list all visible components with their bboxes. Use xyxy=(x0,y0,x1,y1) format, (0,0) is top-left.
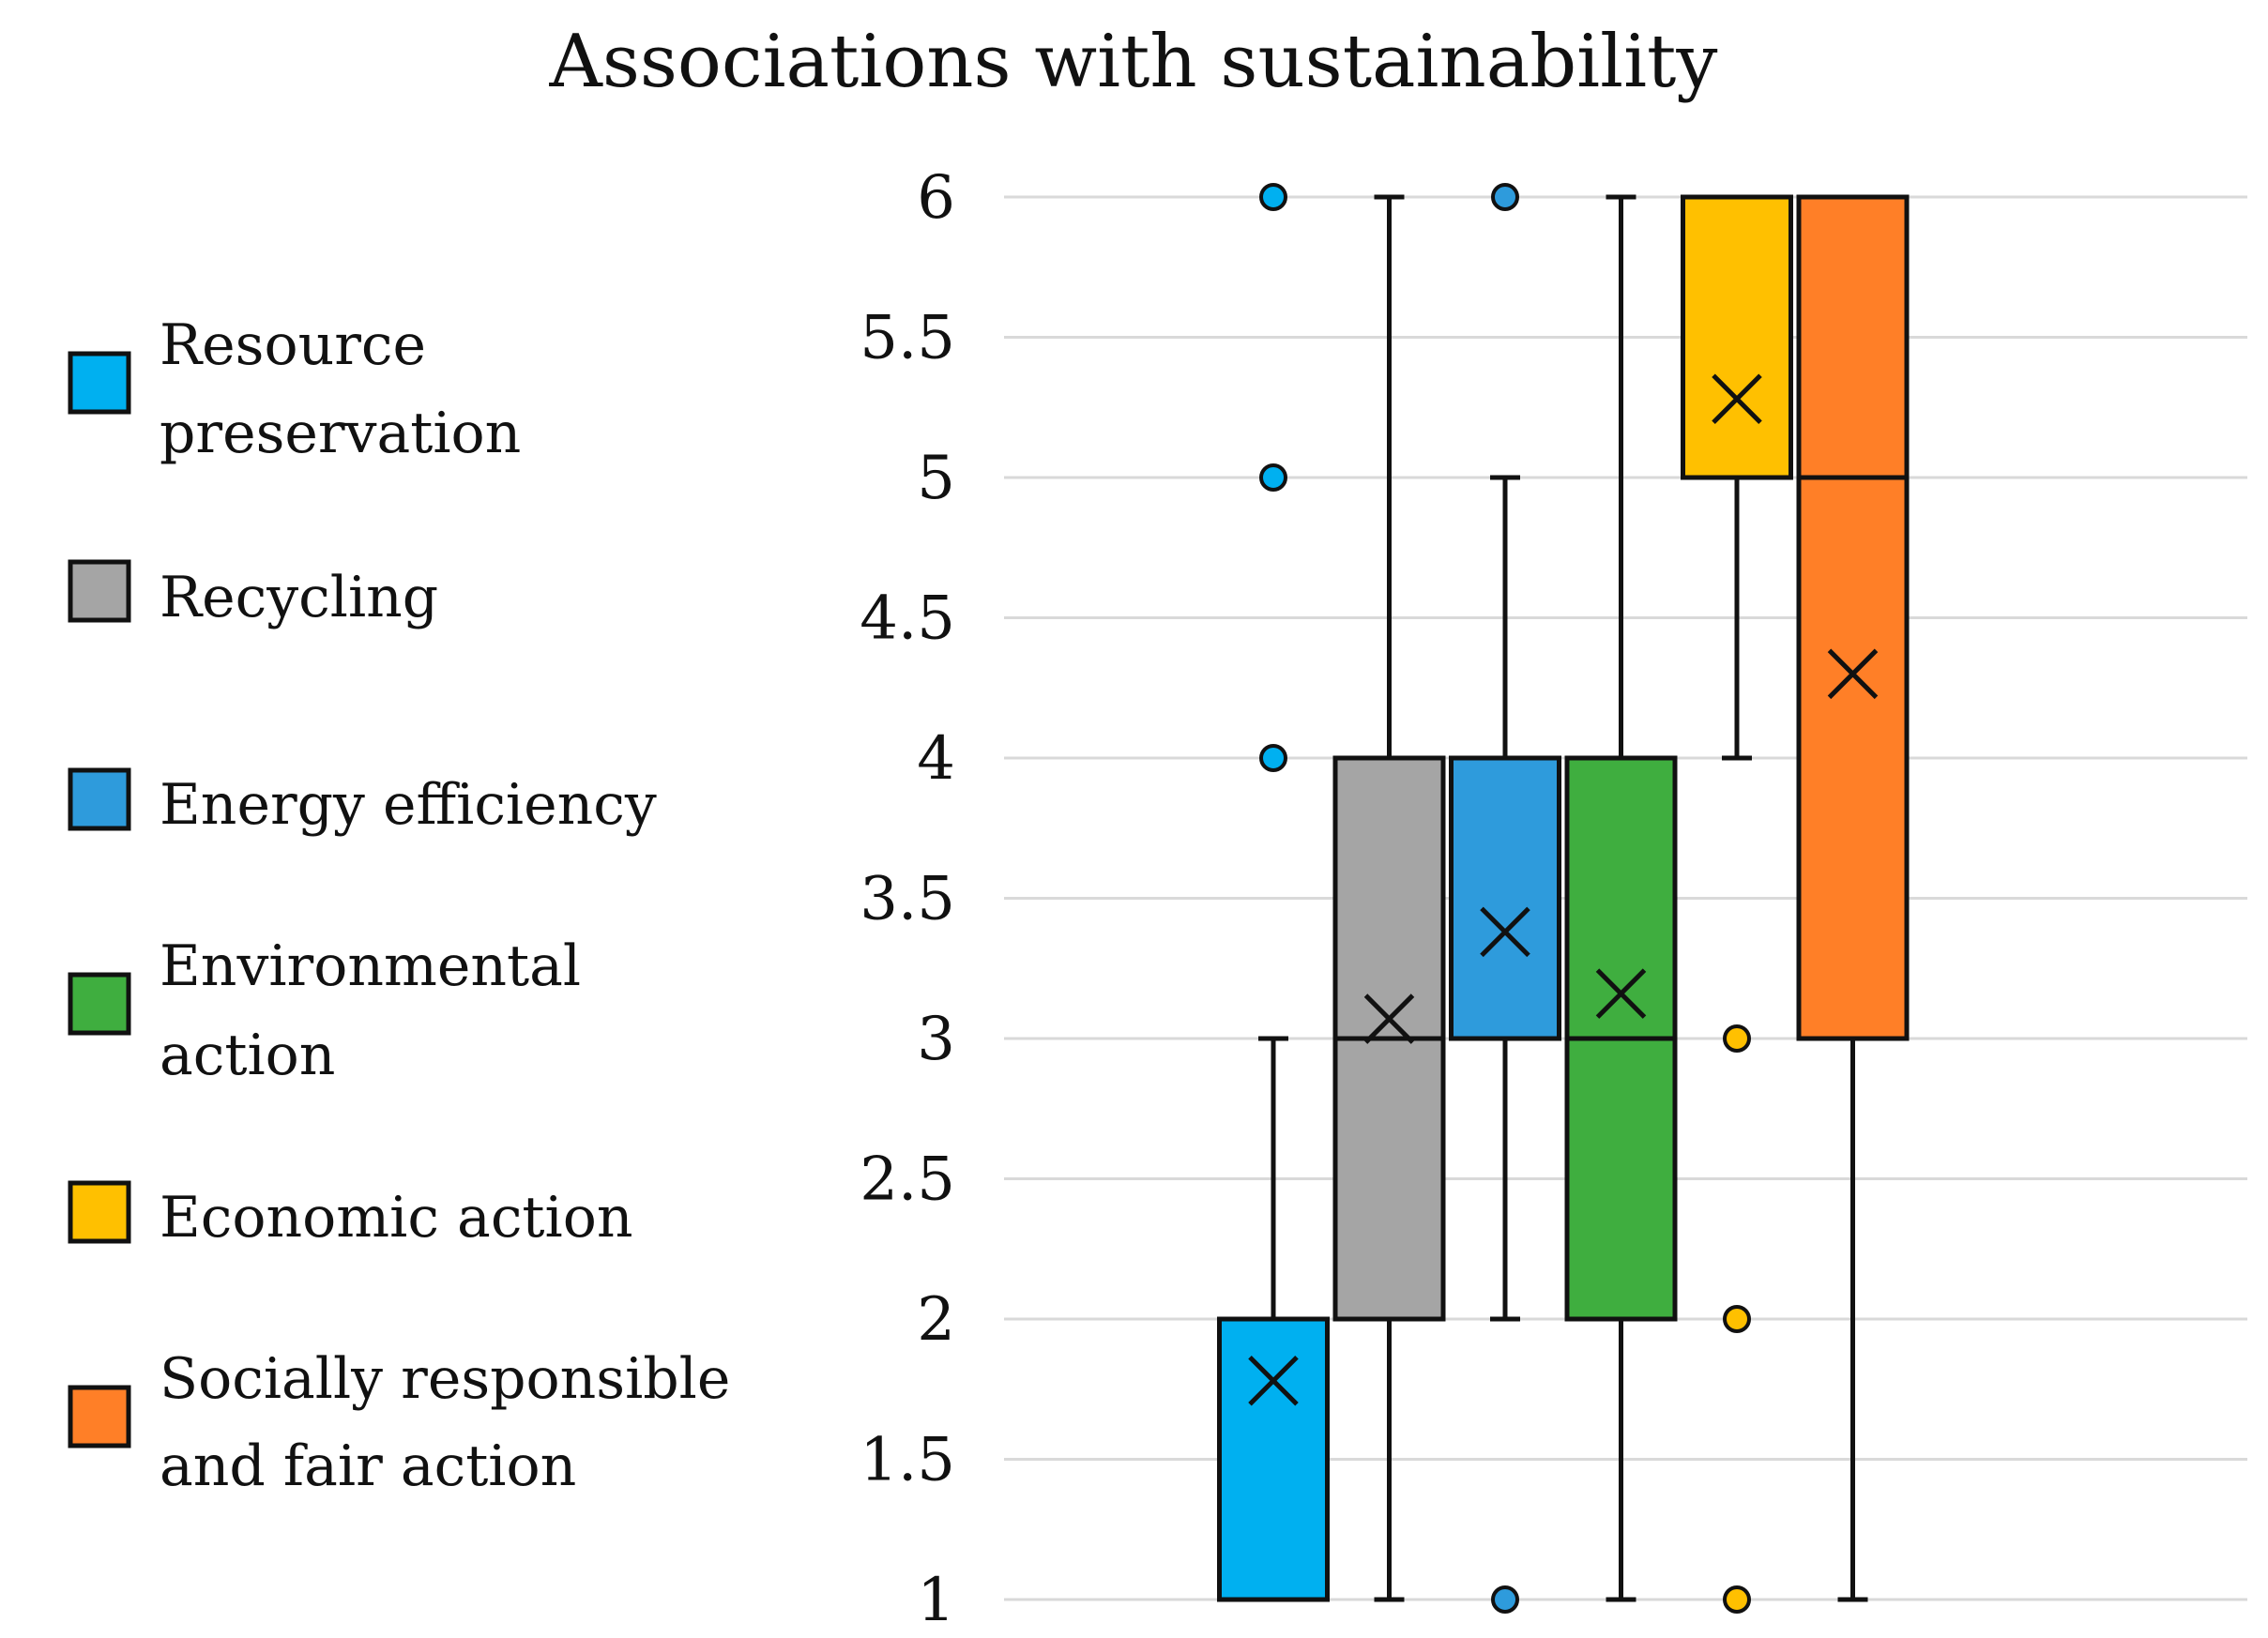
box-group xyxy=(1681,194,1793,1614)
legend-label: and fair action xyxy=(160,1433,576,1499)
box-series xyxy=(1217,183,1910,1614)
outlier-point xyxy=(1491,183,1519,211)
legend-item: Economic action xyxy=(68,1180,633,1251)
outlier-point xyxy=(1723,1585,1751,1614)
legend-swatch xyxy=(68,767,131,831)
box-group xyxy=(1217,183,1330,1602)
outlier-point xyxy=(1723,1305,1751,1333)
y-tick-label: 1 xyxy=(917,1566,955,1635)
legend-item: Environmental action xyxy=(68,933,581,1088)
box-iqr xyxy=(1449,755,1561,1041)
y-tick-label: 3 xyxy=(917,1005,955,1074)
mean-marker xyxy=(1712,373,1762,425)
outlier-point xyxy=(1259,744,1287,772)
y-axis-tick-labels: 1 1.5 2 2.5 3 3.5 4 4.5 5 5.5 6 xyxy=(860,163,955,1635)
y-tick-label: 4.5 xyxy=(860,584,955,654)
box-group xyxy=(1332,194,1446,1602)
legend-label: Energy efficiency xyxy=(160,772,657,838)
outlier-point xyxy=(1259,183,1287,211)
legend-label: action xyxy=(160,1023,335,1088)
box-group xyxy=(1796,194,1910,1602)
outlier-point xyxy=(1723,1024,1751,1053)
y-tick-label: 5 xyxy=(917,444,955,513)
legend-item: Resource preservation xyxy=(68,312,521,466)
y-tick-label: 2 xyxy=(917,1285,955,1355)
y-tick-label: 4 xyxy=(917,724,955,794)
y-tick-label: 3.5 xyxy=(860,865,955,934)
legend-item: Energy efficiency xyxy=(68,767,657,838)
box-iqr xyxy=(1217,1316,1330,1602)
y-tick-label: 5.5 xyxy=(860,304,955,373)
mean-marker xyxy=(1363,993,1415,1044)
legend-label: preservation xyxy=(160,401,521,466)
legend-item: Recycling xyxy=(68,559,438,630)
legend-swatch xyxy=(68,1385,131,1448)
legend-label: Resource xyxy=(160,312,426,378)
box-group xyxy=(1564,194,1678,1602)
y-tick-label: 2.5 xyxy=(860,1145,955,1215)
outlier-point xyxy=(1259,463,1287,492)
mean-marker xyxy=(1480,906,1530,958)
legend: Resource preservation Recycling Energy effi… xyxy=(68,312,730,1499)
mean-marker xyxy=(1827,648,1879,700)
chart-title: Associations with sustainability xyxy=(549,20,1718,104)
legend-swatch xyxy=(68,351,131,415)
box-iqr xyxy=(1796,194,1910,1041)
mean-marker xyxy=(1248,1356,1299,1406)
box-group xyxy=(1449,183,1561,1614)
legend-swatch xyxy=(68,1180,131,1244)
outlier-point xyxy=(1491,1585,1519,1614)
y-tick-label: 6 xyxy=(917,163,955,233)
legend-label: Environmental xyxy=(160,933,581,999)
legend-item: Socially responsible and fair action xyxy=(68,1346,730,1499)
mean-marker xyxy=(1595,968,1647,1019)
box-iqr xyxy=(1681,194,1793,480)
y-tick-label: 1.5 xyxy=(860,1426,955,1495)
legend-label: Recycling xyxy=(160,565,438,630)
legend-swatch xyxy=(68,559,131,623)
legend-label: Economic action xyxy=(160,1185,633,1251)
legend-label: Socially responsible xyxy=(160,1346,730,1412)
legend-swatch xyxy=(68,972,131,1036)
